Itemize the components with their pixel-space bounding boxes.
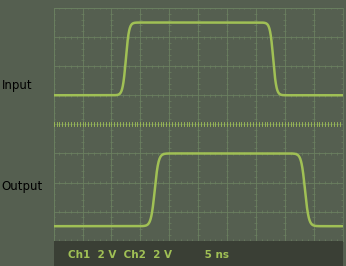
Text: Output: Output xyxy=(2,180,43,193)
Text: Input: Input xyxy=(2,79,33,92)
Text: Ch1  2 V  Ch2  2 V         5 ns: Ch1 2 V Ch2 2 V 5 ns xyxy=(68,250,229,260)
